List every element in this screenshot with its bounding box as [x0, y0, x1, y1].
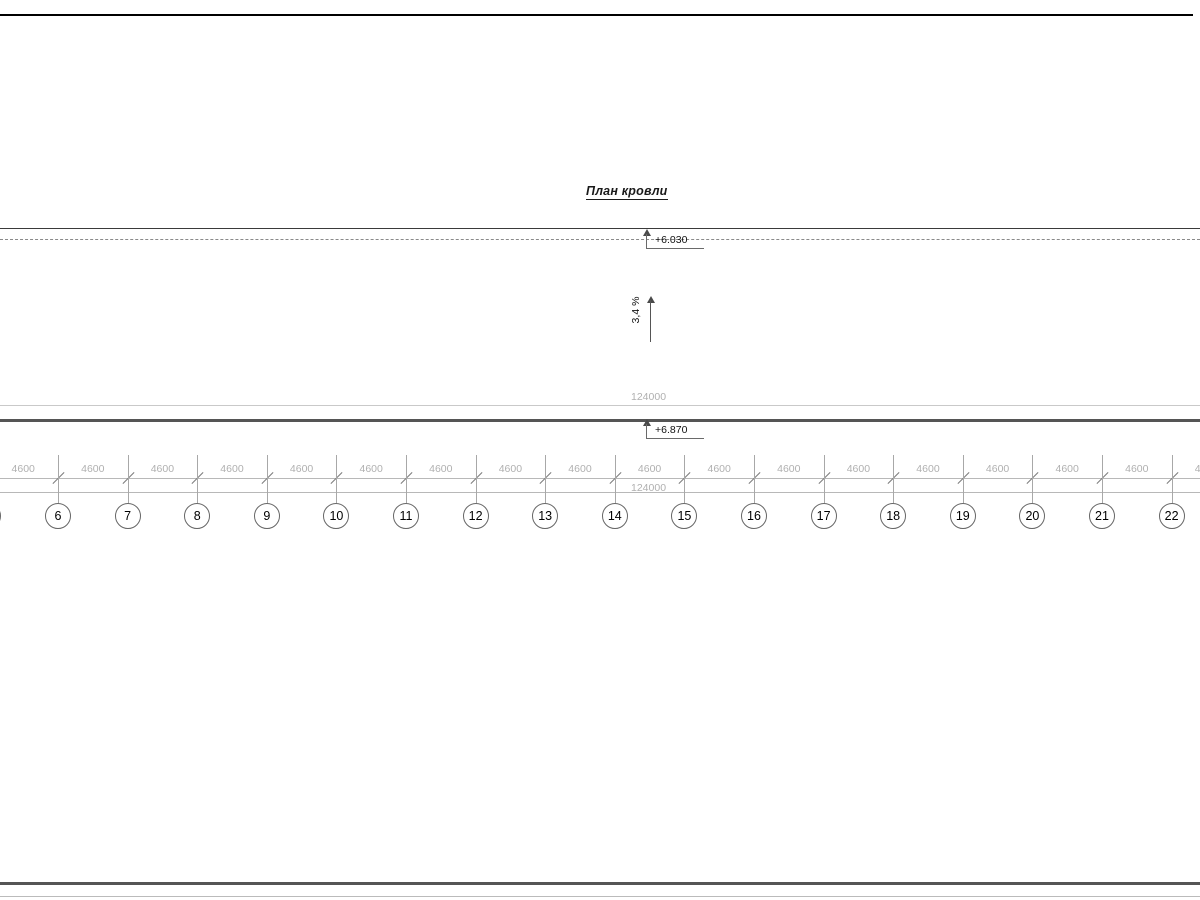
- roof-edge-bottom-line: [0, 419, 1200, 422]
- roof-ridge-elevation: +6.030: [643, 229, 723, 259]
- axis-bubble-20[interactable]: 20: [1019, 503, 1046, 529]
- axis-bubble-16[interactable]: 16: [741, 503, 767, 529]
- elevation-leader-line: [646, 424, 648, 439]
- dimension-segment-value: 4600: [916, 463, 940, 475]
- dimension-extension-line: [406, 455, 407, 503]
- axis-bubble-12[interactable]: 12: [462, 503, 489, 529]
- axis-bubble-6[interactable]: 6: [45, 503, 71, 529]
- dimension-extension-line: [1032, 455, 1034, 503]
- sheet-frame-top-border: [0, 14, 1193, 16]
- overall-dimension-value: 124000: [631, 482, 667, 494]
- dimension-extension-line: [684, 455, 686, 503]
- axis-bubble-13[interactable]: 13: [532, 503, 559, 529]
- roof-inner-hairline: [0, 405, 1200, 406]
- elevation-leader-line: [646, 234, 648, 249]
- dimension-segment-value: 4600: [1194, 463, 1200, 475]
- dimension-extension-line: [58, 455, 59, 503]
- slope-arrow-icon: [646, 296, 655, 303]
- roof-slope-annotation: 3,4 %: [630, 296, 670, 346]
- axis-bubble-11[interactable]: 11: [393, 503, 419, 529]
- axis-bubble-18[interactable]: 18: [880, 503, 907, 529]
- axis-bubble-8[interactable]: 8: [184, 503, 211, 529]
- dimension-segment-value: 4600: [637, 463, 662, 475]
- roof-eave-elevation: +6.870: [643, 419, 723, 449]
- dimension-segment-value: 4600: [1055, 463, 1079, 475]
- dimension-extension-line: [545, 455, 547, 503]
- elevation-underline: [646, 438, 704, 439]
- dimension-line-primary: [0, 478, 1200, 479]
- dimension-extension-line: [893, 455, 895, 503]
- dimension-extension-line: [614, 455, 616, 503]
- dimension-segment-value: 4600: [1125, 463, 1149, 475]
- elevation-value: +6.870: [655, 424, 688, 436]
- dimension-segment-value: 4600: [11, 463, 35, 475]
- slope-arrow-stem: [650, 300, 651, 342]
- dimension-segment-value: 4600: [429, 463, 453, 475]
- dimension-extension-line: [1171, 455, 1173, 503]
- axis-bubble-17[interactable]: 17: [810, 503, 837, 529]
- axis-bubble-5[interactable]: 5: [0, 503, 2, 529]
- dimension-extension-line: [197, 455, 199, 503]
- dimension-extension-line: [127, 455, 129, 503]
- sheet-frame-bottom-hairline: [0, 896, 1200, 897]
- axis-bubble-7[interactable]: 7: [114, 503, 141, 529]
- overall-dimension-value: 124000: [631, 391, 667, 403]
- dimension-extension-line: [754, 455, 755, 503]
- elevation-arrow-icon: [643, 419, 651, 426]
- dimension-segment-value: 4600: [707, 463, 731, 475]
- axis-bubble-21[interactable]: 21: [1089, 503, 1115, 529]
- dimension-segment-value: 4600: [150, 463, 175, 475]
- dimension-segment-value: 4600: [81, 463, 105, 475]
- dimension-extension-line: [1102, 455, 1103, 503]
- dimension-segment-value: 4600: [220, 463, 244, 475]
- dimension-segment-value: 4600: [568, 463, 592, 475]
- dimension-segment-value: 4600: [289, 463, 314, 475]
- elevation-value: +6.030: [655, 234, 688, 246]
- axis-bubble-9[interactable]: 9: [253, 503, 280, 529]
- dimension-extension-line: [266, 455, 268, 503]
- slope-label: 3,4 %: [630, 296, 642, 324]
- dimension-segment-value: 4600: [498, 463, 523, 475]
- axis-bubble-14[interactable]: 14: [601, 503, 628, 529]
- dimension-segment-value: 4600: [846, 463, 871, 475]
- sheet-frame-bottom-border: [0, 882, 1200, 885]
- dimension-segment-value: 4600: [777, 463, 801, 475]
- dimension-segment-value: 4600: [359, 463, 383, 475]
- roof-ridge-dashed-line: [0, 239, 1200, 240]
- elevation-underline: [646, 248, 704, 249]
- dimension-extension-line: [336, 455, 338, 503]
- dimension-extension-line: [823, 455, 825, 503]
- dimension-extension-line: [962, 455, 964, 503]
- elevation-arrow-icon: [643, 229, 651, 236]
- axis-bubble-15[interactable]: 15: [671, 503, 698, 529]
- axis-bubble-10[interactable]: 10: [323, 503, 350, 529]
- axis-bubble-22[interactable]: 22: [1158, 503, 1185, 529]
- page-title: План кровли: [586, 184, 668, 200]
- dimension-segment-value: 4600: [985, 463, 1010, 475]
- roof-edge-top-line: [0, 228, 1200, 229]
- dimension-line-secondary: [0, 492, 1200, 493]
- dimension-extension-line: [475, 455, 477, 503]
- axis-bubble-19[interactable]: 19: [949, 503, 976, 529]
